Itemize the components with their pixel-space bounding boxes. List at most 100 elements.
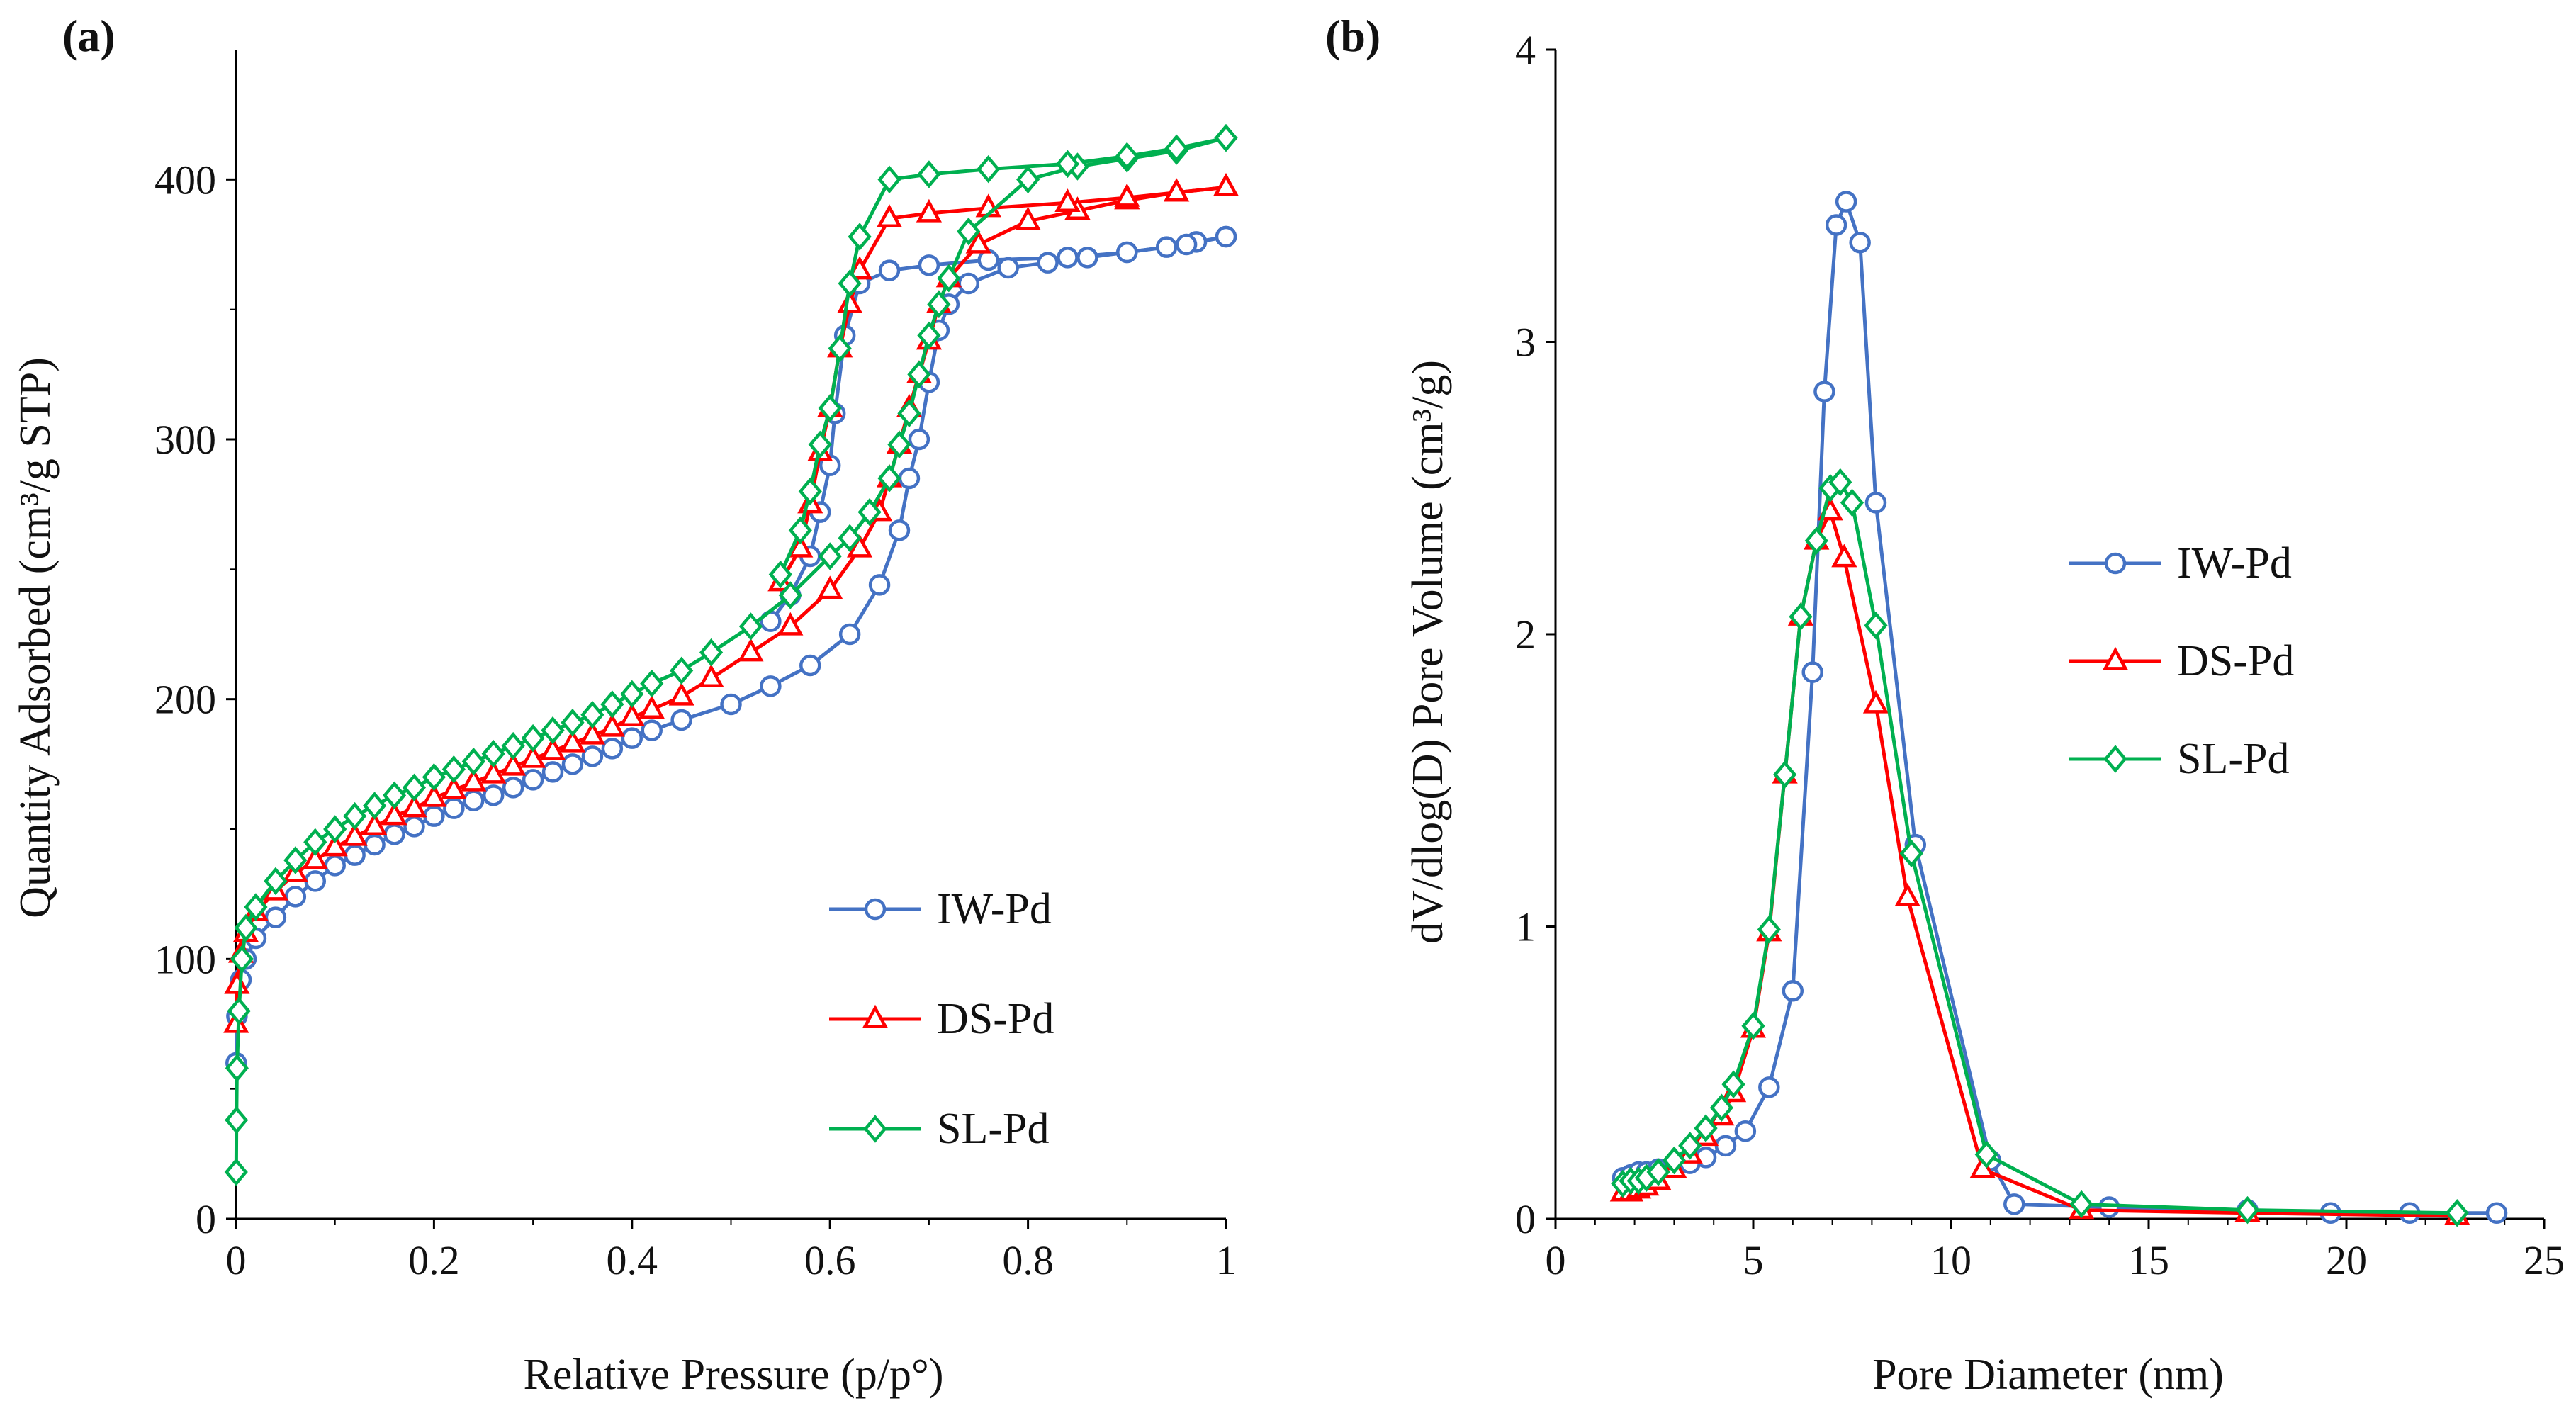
data-point-IW-Pd <box>284 886 307 908</box>
x-tick-label: 1 <box>1216 1237 1237 1283</box>
data-point-SL-Pd <box>541 716 565 745</box>
data-point-DS-Pd <box>639 695 665 719</box>
data-point-IW-Pd <box>443 797 465 819</box>
legend-marker-IW-Pd <box>864 898 887 921</box>
data-point-DS-Pd <box>1015 206 1041 230</box>
legend-label-SL-Pd: SL-Pd <box>2177 735 2289 783</box>
data-point-IW-Pd <box>1175 233 1198 256</box>
data-point-IW-Pd <box>799 654 821 677</box>
data-point-IW-Pd <box>1835 191 1857 213</box>
data-point-IW-Pd <box>1758 1076 1780 1098</box>
data-point-SL-Pd <box>323 815 347 843</box>
data-point-IW-Pd <box>383 823 405 845</box>
data-point-SL-Pd <box>808 430 832 459</box>
data-point-DS-Pd <box>738 638 764 662</box>
data-point-IW-Pd <box>838 623 861 646</box>
data-point-SL-Pd <box>917 321 941 350</box>
data-point-IW-Pd <box>1782 980 1804 1002</box>
data-point-SL-Pd <box>2235 1195 2260 1225</box>
data-point-DS-Pd <box>1164 178 1190 202</box>
data-point-DS-Pd <box>965 230 991 254</box>
data-point-SL-Pd <box>244 893 268 921</box>
data-point-SL-Pd <box>303 828 327 857</box>
y-tick-label: 1 <box>1515 904 1536 950</box>
data-point-SL-Pd <box>1214 123 1238 152</box>
data-point-SL-Pd <box>1974 1140 1998 1169</box>
y-tick-label: 3 <box>1515 320 1536 366</box>
data-point-SL-Pd <box>768 560 792 589</box>
data-point-SL-Pd <box>1016 165 1040 194</box>
y-tick-label: 0 <box>1515 1196 1536 1242</box>
data-point-IW-Pd <box>918 254 940 276</box>
data-point-DS-Pd <box>322 833 348 857</box>
data-point-SL-Pd <box>2069 1190 2093 1219</box>
x-tick-label: 0 <box>226 1237 247 1283</box>
data-point-IW-Pd <box>581 745 604 767</box>
data-point-DS-Pd <box>421 783 447 807</box>
data-point-IW-Pd <box>670 709 692 731</box>
data-point-SL-Pd <box>1804 527 1828 555</box>
data-point-SL-Pd <box>1864 611 1888 640</box>
data-point-IW-Pd <box>463 789 485 811</box>
data-point-DS-Pd <box>519 744 546 768</box>
data-point-SL-Pd <box>1899 839 1923 868</box>
data-point-SL-Pd <box>1840 488 1864 517</box>
data-point-SL-Pd <box>1709 1093 1733 1122</box>
y-tick-label: 100 <box>154 936 216 982</box>
y-tick-label: 300 <box>154 417 216 463</box>
panel-b-label: (b) <box>1325 11 1380 61</box>
data-point-SL-Pd <box>1164 134 1188 163</box>
data-point-SL-Pd <box>877 165 901 194</box>
data-point-SL-Pd <box>788 516 812 545</box>
data-point-SL-Pd <box>1789 602 1813 631</box>
data-point-DS-Pd <box>817 575 843 599</box>
legend-entry-IW-Pd: IW-Pd <box>829 885 1052 933</box>
y-tick-label: 4 <box>1515 27 1536 73</box>
data-point-DS-Pd <box>599 713 625 737</box>
x-tick-label: 25 <box>2524 1237 2565 1283</box>
panel-a-axes: 0 100 200 300 400 0 0.2 0.4 0.6 0.8 1 <box>154 50 1237 1283</box>
data-point-IW-Pd <box>868 574 891 596</box>
data-point-IW-Pd <box>502 777 524 799</box>
data-point-SL-Pd <box>977 154 1001 184</box>
data-point-DS-Pd <box>579 721 606 745</box>
data-point-SL-Pd <box>1757 915 1781 944</box>
data-point-IW-Pd <box>878 259 901 281</box>
data-point-SL-Pd <box>1773 760 1797 789</box>
legend-entry-SL-Pd: SL-Pd <box>2069 735 2289 783</box>
data-point-SL-Pd <box>481 739 505 768</box>
data-point-IW-Pd <box>541 761 564 783</box>
x-tick-label: 0.6 <box>804 1237 856 1283</box>
data-point-SL-Pd <box>1694 1114 1718 1142</box>
legend-label-IW-Pd: IW-Pd <box>937 885 1052 933</box>
data-point-DS-Pd <box>787 534 814 558</box>
data-point-SL-Pd <box>848 223 872 251</box>
data-point-DS-Pd <box>361 812 388 835</box>
data-point-IW-Pd <box>1864 492 1887 514</box>
panel-a-series <box>223 123 1239 1186</box>
data-point-IW-Pd <box>304 870 327 892</box>
legend-entry-IW-Pd: IW-Pd <box>2069 539 2292 587</box>
data-point-IW-Pd <box>997 257 1019 279</box>
data-point-SL-Pd <box>1678 1132 1702 1160</box>
data-point-DS-Pd <box>876 204 903 227</box>
data-point-DS-Pd <box>847 534 873 558</box>
data-point-DS-Pd <box>619 703 645 726</box>
legend-marker-IW-Pd <box>2104 552 2127 575</box>
data-point-SL-Pd <box>937 264 961 293</box>
data-point-IW-Pd <box>2485 1202 2508 1224</box>
data-point-SL-Pd <box>422 762 446 792</box>
panel-a-x-axis-title: Relative Pressure (p/p°) <box>524 1351 944 1399</box>
x-tick-label: 15 <box>2128 1237 2169 1283</box>
data-point-DS-Pd <box>1894 882 1920 906</box>
data-point-DS-Pd <box>500 752 527 776</box>
data-point-IW-Pd <box>1076 247 1098 269</box>
x-tick-label: 5 <box>1743 1237 1764 1283</box>
series-SL-Pd <box>224 123 1238 1186</box>
y-tick-label: 2 <box>1515 612 1536 658</box>
data-point-IW-Pd <box>1155 236 1178 258</box>
data-point-SL-Pd <box>2445 1199 2469 1227</box>
data-point-SL-Pd <box>917 160 941 188</box>
